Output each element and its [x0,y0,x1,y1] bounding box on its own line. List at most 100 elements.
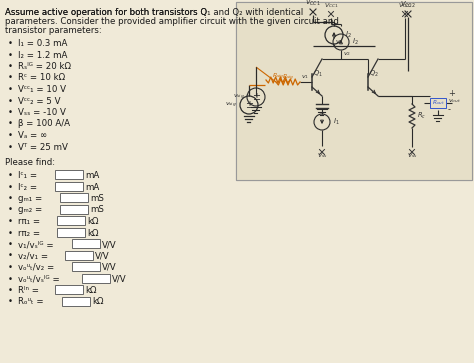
Text: $Q_2$: $Q_2$ [369,69,379,79]
Text: •: • [8,183,13,192]
Text: $R_{sig}$: $R_{sig}$ [272,72,284,82]
FancyBboxPatch shape [57,228,85,237]
Text: Please find:: Please find: [5,158,55,167]
FancyBboxPatch shape [55,170,83,179]
Text: Vₛₛ = -10 V: Vₛₛ = -10 V [18,108,66,117]
Text: $R_{sig}$: $R_{sig}$ [282,73,294,83]
Text: •: • [8,194,13,203]
Text: $V_{CC2}$: $V_{CC2}$ [400,0,416,10]
Text: $V_{CC1}$: $V_{CC1}$ [324,1,338,10]
Text: •: • [8,50,13,60]
Text: •: • [8,108,13,117]
Text: •: • [8,252,13,261]
FancyBboxPatch shape [82,273,110,282]
Text: •: • [8,217,13,226]
Text: •: • [8,171,13,180]
Bar [236,2,472,180]
Text: mS: mS [90,205,104,215]
Text: ±: ± [245,100,253,110]
Text: Assume active operation for both transistors Q: Assume active operation for both transis… [5,8,207,17]
Text: $I_2$: $I_2$ [345,30,352,40]
Text: mS: mS [90,194,104,203]
Text: $Q_1$: $Q_1$ [313,69,323,79]
Text: $v_{sig}$: $v_{sig}$ [233,93,245,102]
Text: •: • [8,119,13,129]
Text: kΩ: kΩ [92,298,103,306]
FancyBboxPatch shape [72,239,100,248]
Text: •: • [8,274,13,284]
Text: •: • [8,97,13,106]
FancyBboxPatch shape [57,216,85,225]
Text: Rₒᵘₜ =: Rₒᵘₜ = [18,298,44,306]
Text: Rᶜ = 10 kΩ: Rᶜ = 10 kΩ [18,73,65,82]
Text: I₂ = 1.2 mA: I₂ = 1.2 mA [18,50,67,60]
Text: •: • [8,286,13,295]
Text: Vᶜᶜ₂ = 5 V: Vᶜᶜ₂ = 5 V [18,97,61,106]
Bar [236,2,472,180]
FancyBboxPatch shape [60,193,88,202]
FancyBboxPatch shape [55,285,83,294]
Text: kΩ: kΩ [87,217,99,226]
Text: •: • [8,62,13,71]
FancyBboxPatch shape [65,250,93,260]
Text: Iᶜ₂ =: Iᶜ₂ = [18,183,37,192]
Text: $v_2$: $v_2$ [335,38,343,46]
Text: V/V: V/V [95,252,109,261]
Text: kΩ: kΩ [87,228,99,237]
Bar [430,98,446,108]
Text: vₒᵘₜ/vₛᴵᴳ =: vₒᵘₜ/vₛᴵᴳ = [18,274,60,284]
Text: $V_{ss}$: $V_{ss}$ [317,151,328,160]
Text: gₘ₂ =: gₘ₂ = [18,205,42,215]
Text: V/V: V/V [112,274,127,284]
Text: Iᶜ₁ =: Iᶜ₁ = [18,171,37,180]
Text: Rₛᴵᴳ = 20 kΩ: Rₛᴵᴳ = 20 kΩ [18,62,71,71]
Text: transistor parameters:: transistor parameters: [5,26,102,35]
FancyBboxPatch shape [62,297,90,306]
Text: β = 100 A/A: β = 100 A/A [18,119,70,129]
Text: parameters. Consider the provided amplifier circuit with the given circuit and: parameters. Consider the provided amplif… [5,17,339,26]
FancyBboxPatch shape [60,204,88,213]
Text: kΩ: kΩ [85,286,97,295]
Text: •: • [8,131,13,140]
Text: v₁/vₛᴵᴳ =: v₁/vₛᴵᴳ = [18,240,54,249]
Text: $R_c$: $R_c$ [417,111,426,121]
FancyBboxPatch shape [72,262,100,271]
Text: •: • [8,73,13,82]
Text: V/V: V/V [102,263,117,272]
Text: +: + [448,90,455,98]
Text: rπ₂ =: rπ₂ = [18,228,40,237]
Text: •: • [8,143,13,151]
Text: I₁ = 0.3 mA: I₁ = 0.3 mA [18,39,67,48]
Text: $v_1$: $v_1$ [301,73,309,81]
Text: $v_{out}$: $v_{out}$ [448,97,461,105]
Text: v₂/v₁ =: v₂/v₁ = [18,252,48,261]
Text: ±: ± [252,92,260,102]
Text: •: • [8,228,13,237]
Text: V/V: V/V [102,240,117,249]
Text: •: • [8,263,13,272]
Text: Assume active operation for both transistors Q₁ and Q₂ with identical: Assume active operation for both transis… [5,8,303,17]
FancyBboxPatch shape [55,182,83,191]
Text: $R_{out}$: $R_{out}$ [431,98,445,107]
Text: vₒᵘₜ/v₂ =: vₒᵘₜ/v₂ = [18,263,54,272]
Text: •: • [8,298,13,306]
Text: •: • [8,205,13,215]
Text: •: • [8,85,13,94]
Text: mA: mA [85,171,99,180]
Text: $V_{ss}$: $V_{ss}$ [407,151,418,160]
Text: Vᵀ = 25 mV: Vᵀ = 25 mV [18,143,68,151]
Text: Vₐ = ∞: Vₐ = ∞ [18,131,47,140]
Text: Vᶜᶜ₁ = 10 V: Vᶜᶜ₁ = 10 V [18,85,66,94]
Text: $I_2$: $I_2$ [352,37,359,47]
Text: gₘ₁ =: gₘ₁ = [18,194,42,203]
Text: $V_{CC2}$: $V_{CC2}$ [398,1,412,10]
Text: •: • [8,240,13,249]
Text: $v_2$: $v_2$ [343,50,351,58]
Text: Rᴵⁿ =: Rᴵⁿ = [18,286,39,295]
Text: $I_1$: $I_1$ [333,117,340,127]
Text: -: - [448,106,451,114]
Text: $V_{CC1}$: $V_{CC1}$ [305,0,321,8]
Text: mA: mA [85,183,99,192]
Text: $v_{sig}$: $v_{sig}$ [225,101,237,110]
Text: •: • [8,39,13,48]
